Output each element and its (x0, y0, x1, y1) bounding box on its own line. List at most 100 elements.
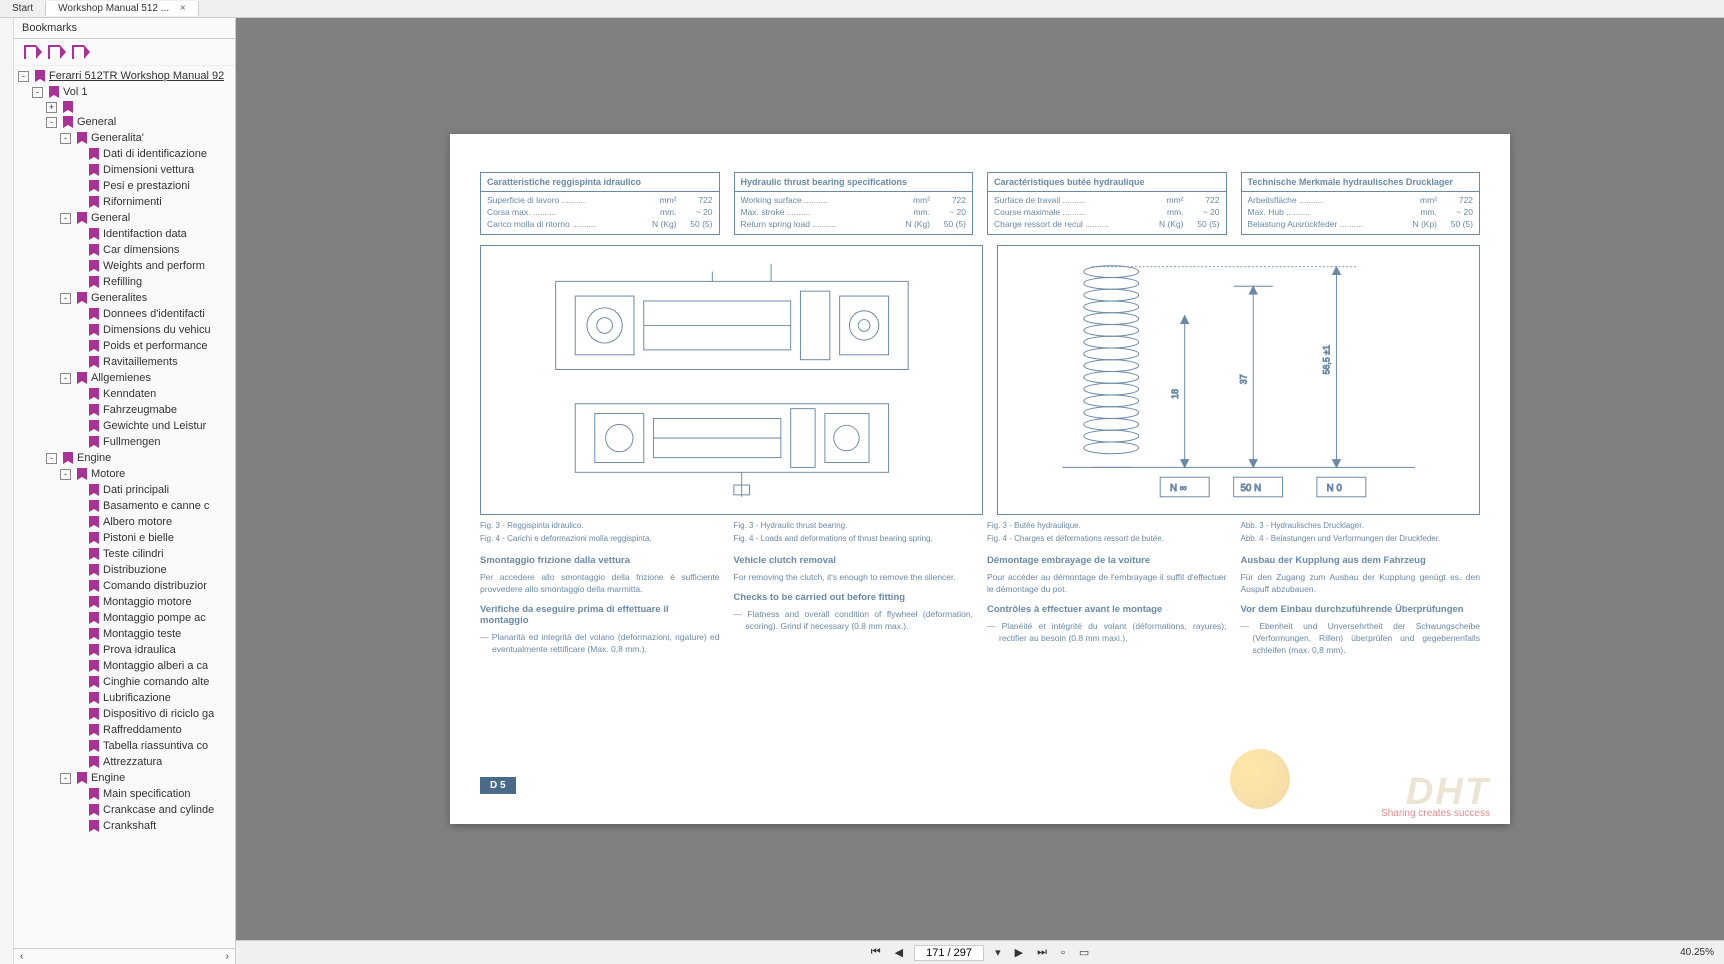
spec-title: Caratteristiche reggispinta idraulico (481, 173, 719, 192)
bookmark-item[interactable]: Fullmengen (14, 434, 235, 450)
bookmark-item[interactable]: Dimensioni vettura (14, 162, 235, 178)
body-text: Für den Zugang zum Ausbau der Kupplung g… (1241, 572, 1481, 596)
bookmark-item[interactable]: Teste cilindri (14, 546, 235, 562)
bookmark-item[interactable]: -Allgemienes (14, 370, 235, 386)
expander-icon[interactable]: - (60, 133, 71, 144)
bookmark-item[interactable]: Prova idraulica (14, 642, 235, 658)
bookmark-item[interactable]: Identifaction data (14, 226, 235, 242)
bookmark-item[interactable]: Montaggio pompe ac (14, 610, 235, 626)
prev-page-button[interactable]: ◀ (892, 946, 906, 959)
bookmark-item[interactable]: Pesi e prestazioni (14, 178, 235, 194)
bookmark-item[interactable]: Raffreddamento (14, 722, 235, 738)
bookmark-item[interactable]: -General (14, 114, 235, 130)
page-dropdown-icon[interactable]: ▾ (992, 946, 1004, 959)
bookmark-item[interactable]: Dispositivo di riciclo ga (14, 706, 235, 722)
expander-icon[interactable]: - (60, 373, 71, 384)
bookmark-item[interactable]: Dati di identificazione (14, 146, 235, 162)
bookmark-tool-icon[interactable] (72, 45, 84, 59)
bookmark-icon (89, 356, 99, 368)
svg-text:56,5 ±1: 56,5 ±1 (1321, 345, 1331, 374)
bookmark-item[interactable]: Main specification (14, 786, 235, 802)
bookmark-icon (89, 628, 99, 640)
expander-icon[interactable]: + (46, 102, 57, 113)
bookmark-item[interactable]: -Generalites (14, 290, 235, 306)
bookmark-item[interactable]: Albero motore (14, 514, 235, 530)
spec-box: Hydraulic thrust bearing specificationsW… (734, 172, 974, 235)
bookmark-item[interactable]: Donnees d'identifacti (14, 306, 235, 322)
tab-document[interactable]: Workshop Manual 512 ... × (46, 1, 199, 16)
bookmark-label: Distribuzione (103, 563, 167, 577)
bookmark-icon (89, 516, 99, 528)
bookmark-item[interactable]: Attrezzatura (14, 754, 235, 770)
bookmark-item[interactable]: Dati principali (14, 482, 235, 498)
bookmark-item[interactable]: Comando distribuzior (14, 578, 235, 594)
bookmark-item[interactable]: Gewichte und Leistur (14, 418, 235, 434)
figure-caption: Fig. 4 - Carichi e deformazioni molla re… (480, 534, 720, 544)
bookmark-item[interactable]: -Engine (14, 450, 235, 466)
bookmark-item[interactable]: Lubrificazione (14, 690, 235, 706)
bookmark-tool-icon[interactable] (24, 45, 36, 59)
expander-icon[interactable]: - (32, 87, 43, 98)
bookmark-tool-icon[interactable] (48, 45, 60, 59)
bookmark-item[interactable]: -Engine (14, 770, 235, 786)
bookmark-item[interactable]: Montaggio motore (14, 594, 235, 610)
bookmark-item[interactable]: Pistoni e bielle (14, 530, 235, 546)
bookmark-item[interactable]: Ravitaillements (14, 354, 235, 370)
bookmark-item[interactable]: Crankcase and cylinde (14, 802, 235, 818)
bookmark-item[interactable]: Distribuzione (14, 562, 235, 578)
bookmark-label: Teste cilindri (103, 547, 164, 561)
bookmark-item[interactable]: Tabella riassuntiva co (14, 738, 235, 754)
svg-text:N ∞: N ∞ (1170, 483, 1187, 494)
page-viewport[interactable]: Caratteristiche reggispinta idraulicoSup… (236, 18, 1724, 940)
tree-scrollbar[interactable]: ‹› (14, 948, 235, 964)
fit-width-icon[interactable]: ▭ (1076, 946, 1092, 959)
bookmark-item[interactable]: Fahrzeugmabe (14, 402, 235, 418)
bookmark-item[interactable]: -Generalita' (14, 130, 235, 146)
bookmark-item[interactable]: Cinghie comando alte (14, 674, 235, 690)
bookmark-icon (89, 500, 99, 512)
expander-icon[interactable]: - (60, 773, 71, 784)
bookmark-icon (89, 596, 99, 608)
bookmark-label: Dimensioni vettura (103, 163, 194, 177)
bookmark-item[interactable]: -Motore (14, 466, 235, 482)
expander-icon[interactable]: - (46, 453, 57, 464)
bookmark-icon (89, 180, 99, 192)
bookmark-item[interactable]: Crankshaft (14, 818, 235, 834)
bookmark-item[interactable]: Weights and perform (14, 258, 235, 274)
first-page-button[interactable]: ⏮ (868, 946, 884, 959)
bookmark-label: Pistoni e bielle (103, 531, 174, 545)
expander-icon[interactable]: - (60, 293, 71, 304)
bookmark-item[interactable]: -Vol 1 (14, 84, 235, 100)
expander-icon[interactable]: - (46, 117, 57, 128)
bookmark-item[interactable]: Montaggio alberi a ca (14, 658, 235, 674)
close-icon[interactable]: × (180, 3, 186, 14)
spec-title: Caractéristiques butée hydraulique (988, 173, 1226, 192)
bookmark-item[interactable]: Car dimensions (14, 242, 235, 258)
bookmark-item[interactable]: Montaggio teste (14, 626, 235, 642)
bookmark-item[interactable]: Dimensions du vehicu (14, 322, 235, 338)
svg-text:50 N: 50 N (1240, 483, 1261, 494)
tab-start[interactable]: Start (0, 1, 46, 16)
bookmark-label: Identifaction data (103, 227, 187, 241)
bookmark-item[interactable]: + (14, 100, 235, 114)
page-input[interactable] (914, 945, 984, 961)
bookmark-item[interactable]: Kenndaten (14, 386, 235, 402)
bookmark-item[interactable]: Rifornimenti (14, 194, 235, 210)
expander-icon[interactable]: - (18, 71, 29, 82)
fit-page-icon[interactable]: ▫ (1058, 947, 1068, 959)
expander-icon[interactable]: - (60, 213, 71, 224)
spec-title: Technische Merkmale hydraulisches Druckl… (1242, 173, 1480, 192)
spec-row: Belastung Ausrückfeder ..........N (Kp)5… (1248, 219, 1474, 231)
section-heading: Contrôles à effectuer avant le montage (987, 604, 1227, 615)
bookmark-item[interactable]: Basamento e canne c (14, 498, 235, 514)
body-text: For removing the clutch, it's enough to … (734, 572, 974, 584)
next-page-button[interactable]: ▶ (1012, 946, 1026, 959)
bookmark-item[interactable]: Poids et performance (14, 338, 235, 354)
bookmark-item[interactable]: -Ferarri 512TR Workshop Manual 92 (14, 68, 235, 84)
bookmark-item[interactable]: -General (14, 210, 235, 226)
bookmark-item[interactable]: Refilling (14, 274, 235, 290)
expander-icon[interactable]: - (60, 469, 71, 480)
bookmark-icon (89, 724, 99, 736)
last-page-button[interactable]: ⏭ (1034, 946, 1050, 959)
bookmark-tree[interactable]: -Ferarri 512TR Workshop Manual 92-Vol 1 +… (14, 66, 235, 948)
